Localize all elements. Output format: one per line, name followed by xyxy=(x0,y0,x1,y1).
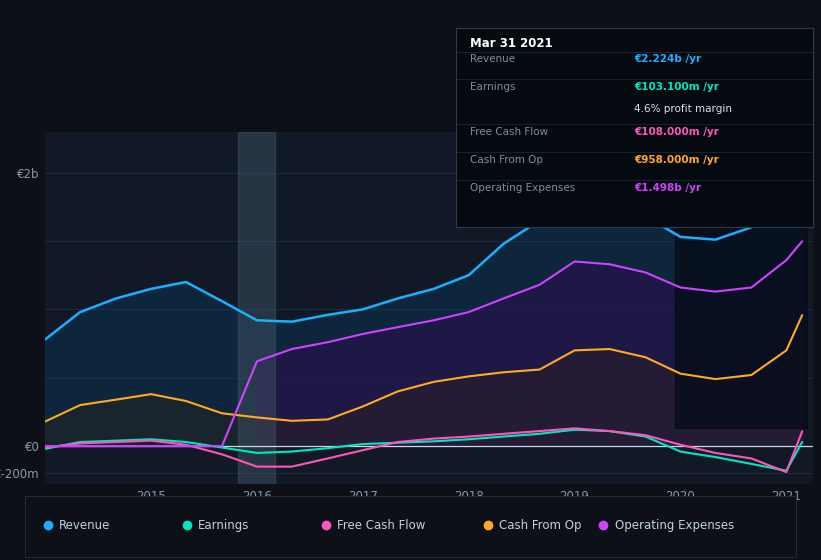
Text: Earnings: Earnings xyxy=(470,82,516,92)
Text: Operating Expenses: Operating Expenses xyxy=(615,519,734,531)
Text: Earnings: Earnings xyxy=(199,519,250,531)
Text: Mar 31 2021: Mar 31 2021 xyxy=(470,37,553,50)
Text: Free Cash Flow: Free Cash Flow xyxy=(470,128,548,137)
Text: Cash From Op: Cash From Op xyxy=(470,155,543,165)
Text: Operating Expenses: Operating Expenses xyxy=(470,183,576,193)
Text: €1.498b /yr: €1.498b /yr xyxy=(635,183,701,193)
Text: 4.6% profit margin: 4.6% profit margin xyxy=(635,104,732,114)
Bar xyxy=(238,132,275,484)
Text: Cash From Op: Cash From Op xyxy=(499,519,582,531)
Text: €103.100m /yr: €103.100m /yr xyxy=(635,82,719,92)
Text: €958.000m /yr: €958.000m /yr xyxy=(635,155,719,165)
Text: €108.000m /yr: €108.000m /yr xyxy=(635,128,719,137)
Text: €2.224b /yr: €2.224b /yr xyxy=(635,54,701,64)
Text: Free Cash Flow: Free Cash Flow xyxy=(337,519,425,531)
Text: Revenue: Revenue xyxy=(59,519,111,531)
Text: Revenue: Revenue xyxy=(470,54,515,64)
Bar xyxy=(675,132,808,428)
